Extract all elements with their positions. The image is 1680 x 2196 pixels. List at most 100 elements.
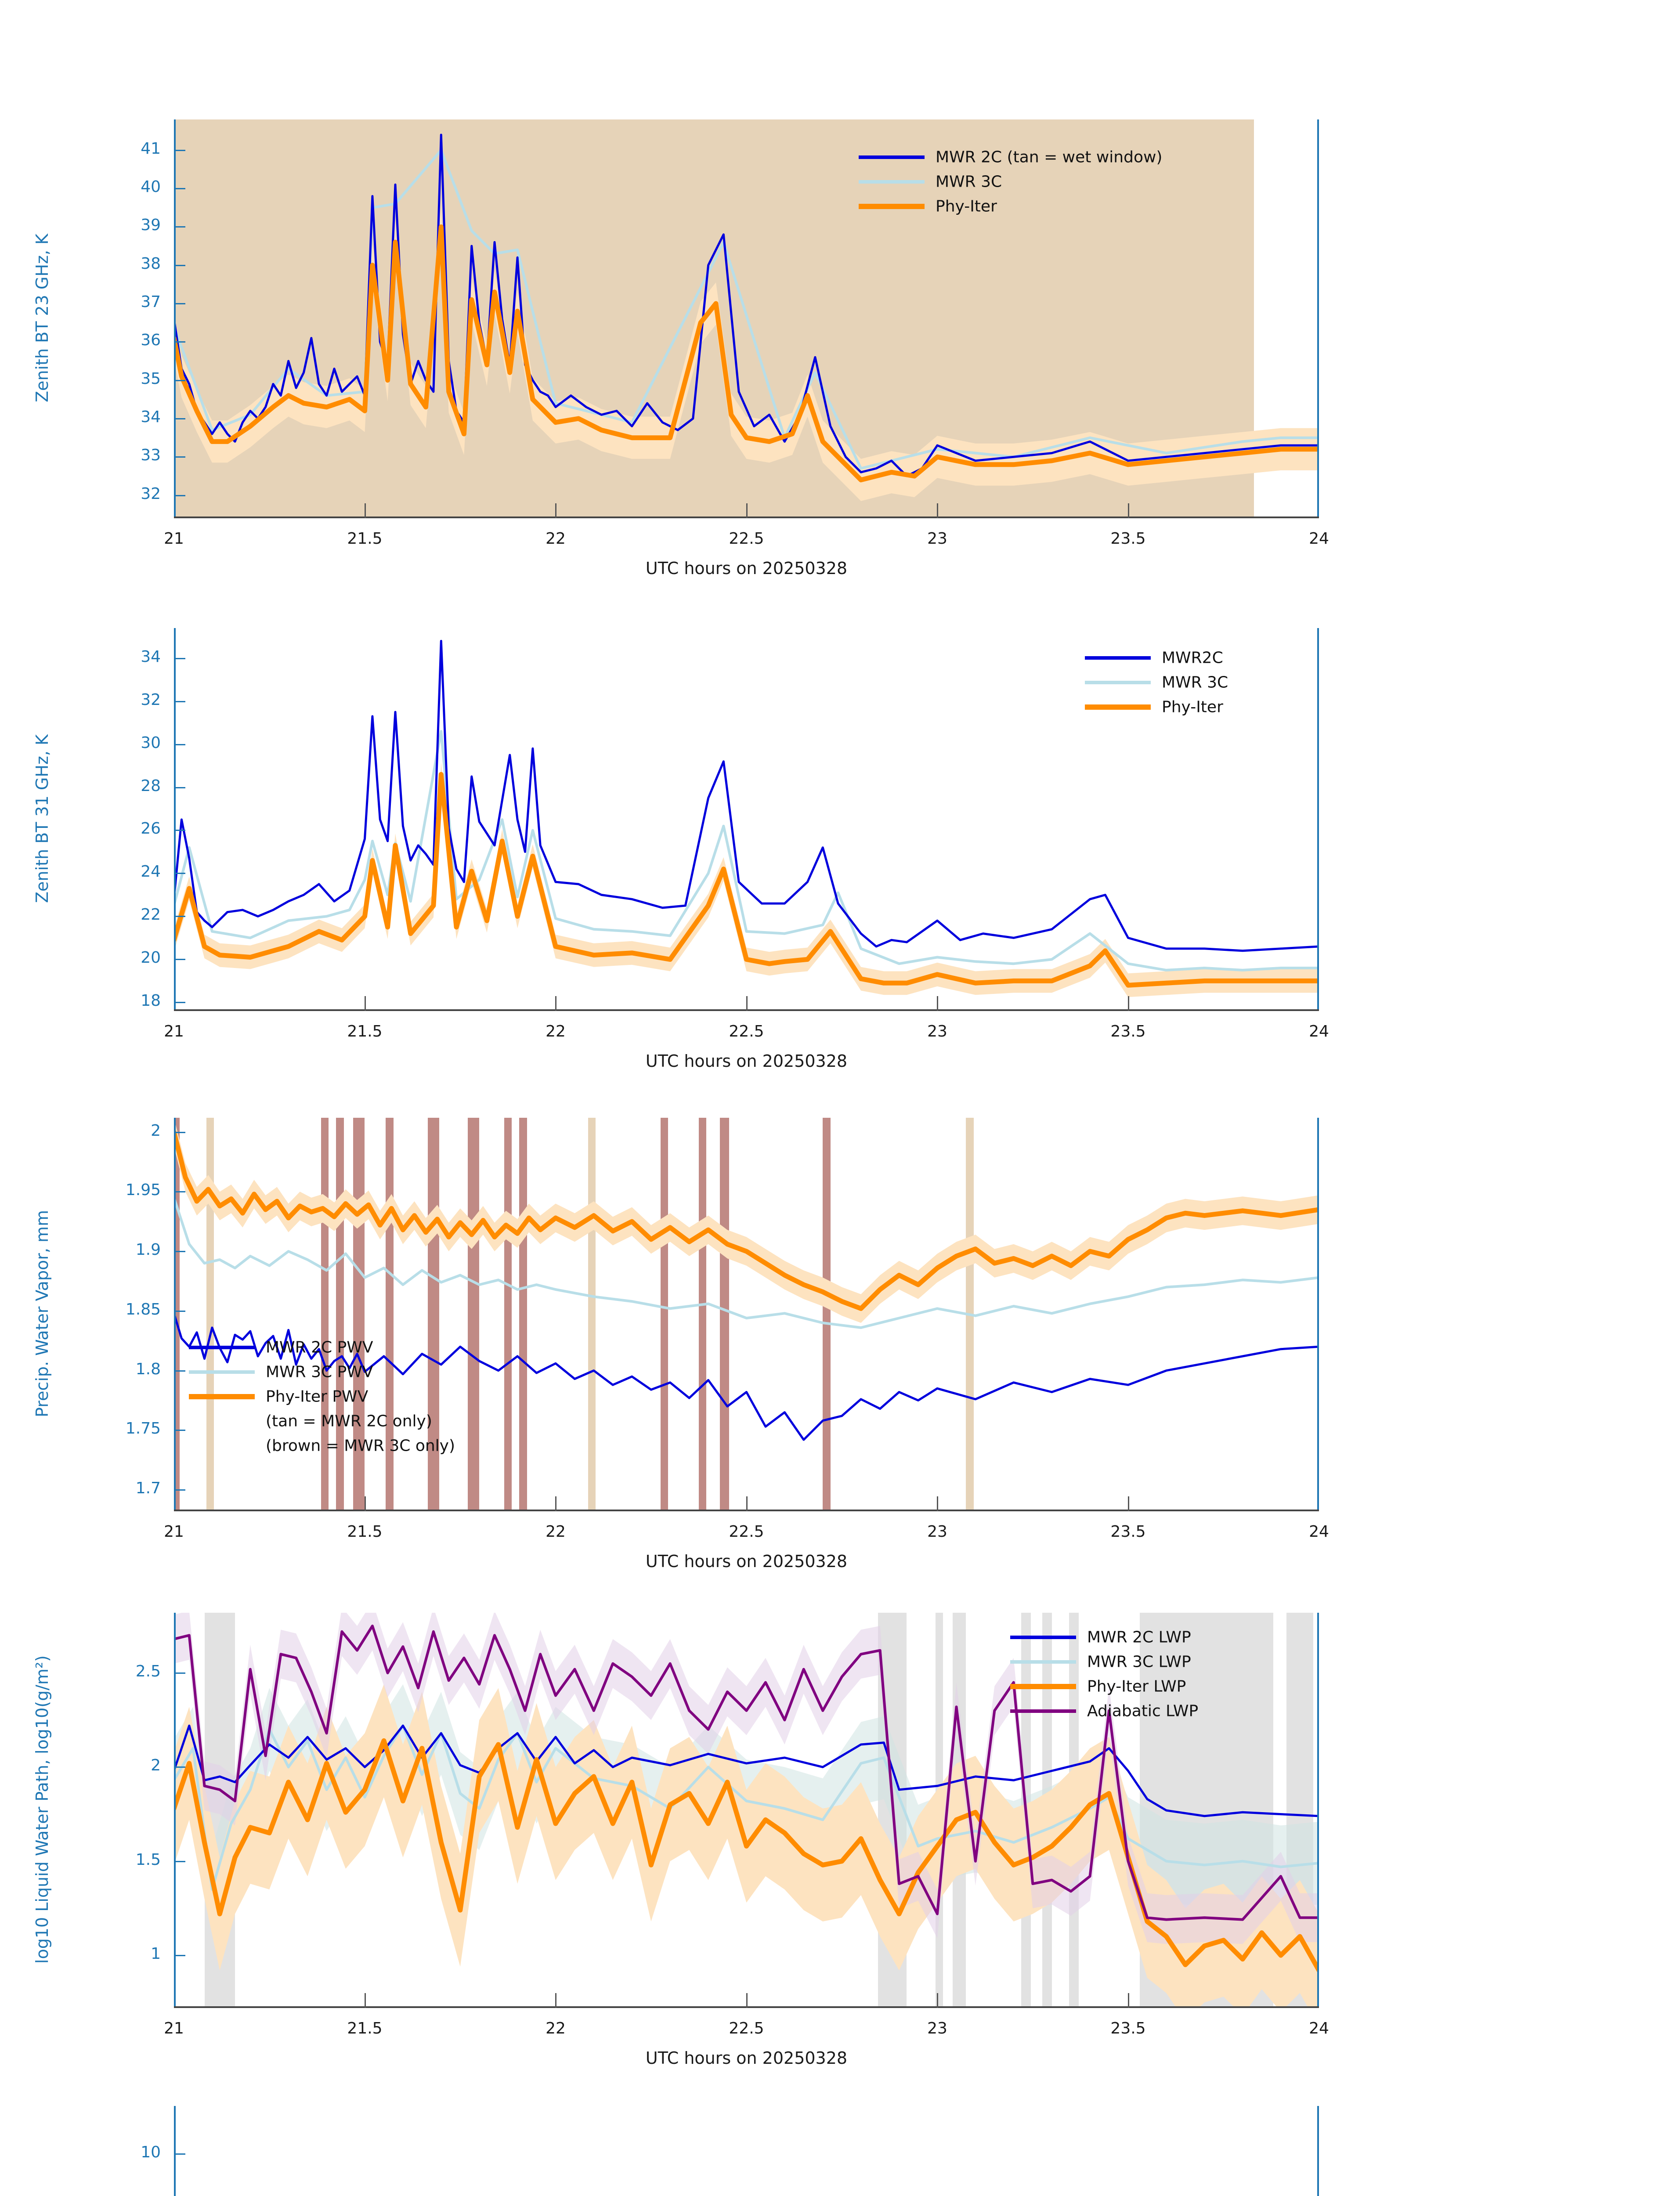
panel-2-traces [174, 639, 1319, 997]
y-tick-label: 22 [141, 906, 161, 924]
x-tick-label: 21.5 [347, 530, 383, 548]
x-tick-mark [364, 996, 366, 1011]
legend-label: Phy-Iter PWV [266, 1387, 369, 1406]
panel-2-plot-area [174, 628, 1319, 1011]
shaded-region-14 [719, 1118, 730, 1511]
shaded-region-5 [353, 1118, 365, 1511]
x-tick-label: 23.5 [1110, 1022, 1146, 1040]
x-tick-label: 22 [546, 530, 566, 548]
trace-phy-iter-lwp [174, 1738, 1319, 1973]
y-tick-label: 40 [141, 178, 161, 196]
legend-label: MWR 3C [936, 173, 1002, 191]
x-tick-label: 22.5 [729, 1022, 764, 1040]
y-tick-mark [174, 959, 185, 961]
x-tick-mark [555, 996, 556, 1011]
y-tick-mark [174, 379, 185, 381]
panel-2-y-axis-label: Zenith BT 31 GHz, K [33, 734, 52, 903]
x-tick-mark [1127, 996, 1129, 1011]
x-tick-label: 22 [546, 1022, 566, 1040]
shaded-region-7 [427, 1118, 439, 1511]
legend-label: (brown = MWR 3C only) [266, 1437, 455, 1455]
panel-1-y-axis [174, 119, 176, 518]
panel-3-y-axis-label: Precip. Water Vapor, mm [33, 1210, 52, 1418]
y-tick-mark [174, 873, 185, 874]
legend-entry: Phy-Iter PWV [189, 1384, 584, 1409]
legend-entry: MWR 3C PWV [189, 1360, 584, 1384]
y-tick-label: 1.85 [125, 1300, 161, 1318]
shaded-region-15 [823, 1118, 831, 1511]
panel-3-right-spine [1317, 1118, 1319, 1511]
legend-label: Phy-Iter [1162, 698, 1223, 716]
legend-swatch-mwr-2c-pwv [189, 1346, 255, 1349]
x-tick-mark [555, 1496, 556, 1511]
x-tick-label: 21 [164, 1523, 184, 1541]
x-tick-label: 21 [164, 2019, 184, 2037]
y-tick-label: 39 [141, 216, 161, 235]
legend-label: MWR 2C (tan = wet window) [936, 148, 1163, 166]
panel-5-right-spine [1317, 2106, 1319, 2196]
y-tick-label: 1.9 [135, 1241, 161, 1259]
y-tick-mark [174, 701, 185, 702]
panel-5-y-axis-label: MWR Phy Iter DQ Flag [33, 2105, 52, 2196]
y-tick-label: 10 [141, 2143, 161, 2161]
legend-entry: (tan = MWR 2C only) [189, 1409, 584, 1434]
y-tick-label: 24 [141, 863, 161, 881]
x-tick-label: 24 [1309, 530, 1329, 548]
panel-3-traces [174, 1118, 1319, 1441]
x-tick-label: 24 [1309, 1022, 1329, 1040]
x-tick-label: 22.5 [729, 1523, 764, 1541]
legend-swatch-adiabatic-lwp [1010, 1709, 1076, 1713]
trace-mwr-3c [174, 730, 1319, 972]
phyiter-uncertainty-band [174, 206, 1319, 501]
y-tick-label: 28 [141, 777, 161, 795]
panel-2-legend: MWR2C MWR 3C Phy-Iter [1085, 646, 1331, 719]
panel-1-traces [174, 134, 1319, 501]
shaded-region-13 [698, 1118, 707, 1511]
panel-4-y-axis-label: log10 Liquid Water Path, log10(g/m²) [33, 1655, 52, 1964]
shaded-region-2 [206, 1118, 214, 1511]
y-tick-mark [174, 1370, 185, 1372]
legend-entry: MWR 2C (tan = wet window) [859, 145, 1298, 170]
x-tick-mark [555, 1993, 556, 2008]
x-tick-label: 23.5 [1110, 1523, 1146, 1541]
legend-label: MWR2C [1162, 649, 1223, 667]
x-tick-mark [364, 503, 366, 518]
legend-label: Phy-Iter [936, 197, 997, 216]
y-tick-mark [174, 418, 185, 419]
y-tick-mark [174, 657, 185, 659]
y-tick-mark [174, 916, 185, 917]
y-tick-label: 36 [141, 331, 161, 350]
x-tick-mark [364, 1993, 366, 2008]
y-tick-mark [174, 1672, 185, 1674]
y-tick-mark [174, 1955, 185, 1956]
x-tick-label: 21.5 [347, 1022, 383, 1040]
panel-4-traces [174, 1613, 1319, 2008]
y-tick-mark [174, 2153, 185, 2155]
panel-2-y-axis [174, 628, 176, 1011]
x-tick-label: 24 [1309, 1523, 1329, 1541]
legend-swatch-mwr-3c-lwp [1010, 1660, 1076, 1664]
x-tick-label: 23 [927, 1523, 947, 1541]
x-tick-label: 21 [164, 530, 184, 548]
panel-4-x-axis-label: UTC hours on 20250328 [645, 2048, 848, 2068]
x-tick-mark [1127, 503, 1129, 518]
y-tick-label: 34 [141, 647, 161, 666]
legend-entry: Phy-Iter LWP [1010, 1674, 1344, 1699]
y-tick-label: 41 [141, 139, 161, 158]
trace-mwr-2c-lwp [174, 1724, 1319, 1817]
x-tick-mark [555, 503, 556, 518]
y-tick-mark [174, 264, 185, 266]
legend-label: MWR 3C [1162, 673, 1228, 692]
y-tick-mark [174, 226, 185, 228]
y-tick-mark [174, 1310, 185, 1312]
legend-swatch-mwr-3c-pwv [189, 1370, 255, 1374]
y-tick-label: 34 [141, 408, 161, 426]
legend-swatch-mwr-2c-lwp [1010, 1636, 1076, 1639]
panel-3-y-axis [174, 1118, 176, 1511]
legend-entry: Adiabatic LWP [1010, 1699, 1344, 1723]
x-tick-label: 21.5 [347, 2019, 383, 2037]
legend-entry: MWR2C [1085, 646, 1331, 670]
x-tick-mark [937, 996, 938, 1011]
x-tick-mark [746, 1993, 748, 2008]
